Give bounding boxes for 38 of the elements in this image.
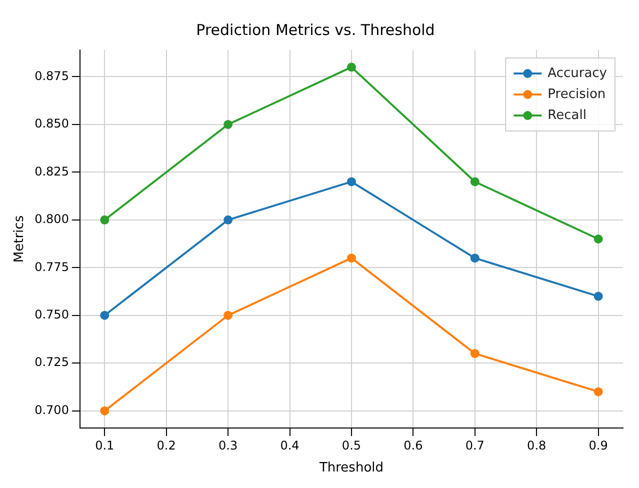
point (224, 215, 233, 224)
point (224, 120, 233, 129)
point (470, 254, 480, 263)
x-tick-label: 0.9 (588, 438, 608, 452)
x-tick-label: 0.4 (280, 438, 300, 452)
x-tick-label: 0.6 (404, 438, 423, 452)
legend-label: Accuracy (548, 66, 608, 81)
point (346, 62, 356, 72)
chart-title: Prediction Metrics vs. Threshold (196, 20, 435, 39)
y-tick-label: 0.700 (34, 402, 69, 417)
x-tick-label: 0.3 (218, 438, 238, 452)
y-tick-label: 0.800 (34, 212, 69, 226)
point (594, 292, 603, 301)
y-tick-label: 0.875 (34, 68, 69, 83)
x-tick-label: 0.7 (465, 438, 484, 452)
y-tick-label: 0.825 (34, 164, 69, 178)
point (346, 254, 356, 263)
point (346, 177, 356, 186)
legend-label: Precision (548, 86, 606, 102)
point (100, 215, 110, 224)
y-tick-label: 0.725 (34, 355, 69, 370)
point (100, 406, 110, 416)
point (594, 234, 603, 244)
point (470, 177, 480, 186)
y-tick-label: 0.850 (34, 116, 69, 131)
x-tick-label: 0.1 (95, 438, 114, 452)
y-tick-label: 0.775 (34, 260, 69, 274)
point (470, 349, 480, 358)
point (594, 387, 603, 396)
y-tick-label: 0.750 (34, 307, 69, 322)
x-tick-label: 0.2 (156, 438, 176, 452)
x-axis-title: Threshold (318, 460, 384, 476)
legend-label: Recall (548, 108, 586, 123)
x-tick-label: 0.8 (527, 438, 546, 452)
x-tick-label: 0.5 (342, 438, 362, 452)
point (224, 310, 233, 320)
y-axis-title: Metrics (12, 215, 28, 263)
point (100, 310, 110, 320)
